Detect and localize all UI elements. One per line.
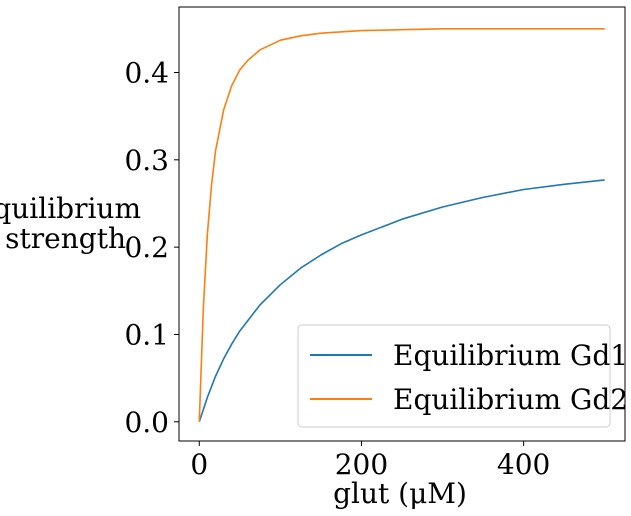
- y-axis-label-line2: strength: [5, 222, 126, 255]
- x-tick-label: 0: [190, 448, 208, 481]
- x-axis-label: glut (μM): [333, 477, 467, 510]
- y-axis-label-line1: equilibrium: [0, 192, 141, 225]
- ticks-layer: 0 200 400 0.0 0.1 0.2 0.3 0.4: [124, 56, 550, 481]
- legend-box: [297, 324, 611, 428]
- y-tick-label: 0.4: [124, 56, 169, 89]
- y-tick-label: 0.3: [124, 144, 169, 177]
- x-tick-label: 200: [335, 448, 388, 481]
- legend-label-gd1: Equilibrium Gd1: [393, 339, 628, 372]
- series-line-gd1: [198, 179, 605, 423]
- legend-label-gd2: Equilibrium Gd2: [393, 383, 628, 416]
- legend: Equilibrium Gd1 Equilibrium Gd2: [297, 324, 628, 428]
- series-layer: [198, 28, 605, 423]
- y-tick-label: 0.2: [124, 231, 169, 264]
- y-tick-label: 0.0: [124, 406, 169, 439]
- y-tick-label: 0.1: [124, 318, 169, 351]
- x-tick-label: 400: [497, 448, 550, 481]
- series-line-gd2: [198, 28, 605, 422]
